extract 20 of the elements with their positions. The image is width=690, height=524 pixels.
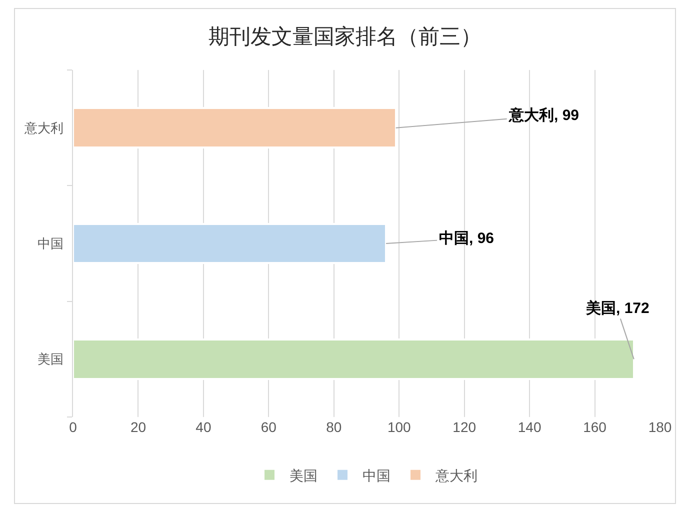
data-label: 美国, 172 [585,299,650,317]
x-tick-label: 180 [648,419,672,435]
data-label: 意大利, 99 [508,107,580,124]
y-tick-label: 意大利 [23,120,64,136]
legend-label: 中国 [362,467,390,484]
x-tick-label: 120 [452,419,476,435]
x-tick-label: 0 [69,419,78,435]
legend-label: 意大利 [434,467,478,484]
data-label: 中国, 96 [439,230,494,247]
x-tick-label: 160 [583,419,607,435]
y-tick-label: 中国 [37,236,64,252]
x-tick-label: 100 [387,419,412,435]
x-tick-label: 80 [326,419,342,435]
legend-label: 美国 [290,467,318,484]
x-tick-label: 60 [260,419,277,435]
x-tick-label: 40 [196,419,212,435]
x-tick-label: 20 [130,419,146,435]
x-tick-label: 140 [518,419,542,435]
y-tick-label: 美国 [37,352,64,367]
chart-title: 期刊发文量国家排名（前三） [208,26,482,49]
